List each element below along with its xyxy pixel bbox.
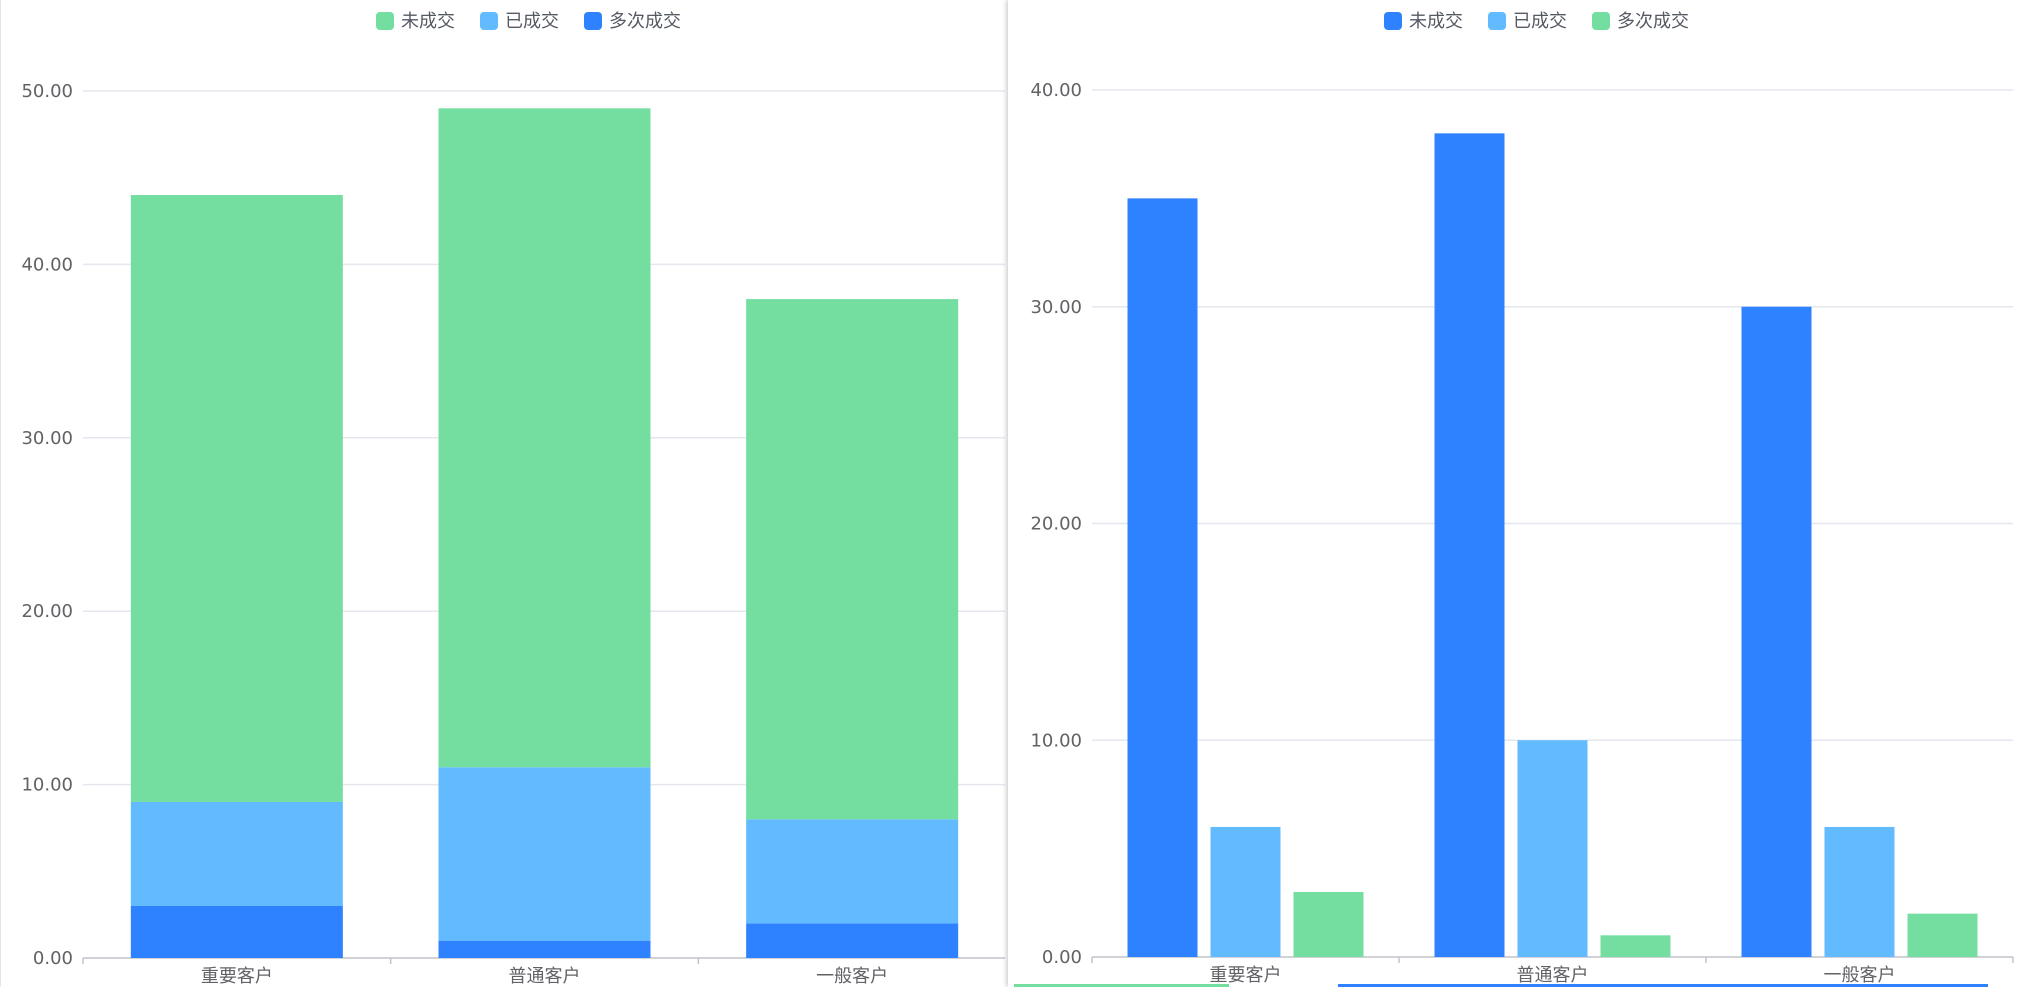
bar[interactable] [1127,198,1198,957]
x-tick-label: 普通客户 [1517,965,1589,986]
legend-swatch[interactable] [1384,12,1402,30]
bar-segment[interactable] [438,767,651,941]
bar[interactable] [1907,913,1978,957]
y-tick-label: 0.00 [1042,947,1082,968]
y-tick-label: 10.00 [21,775,73,796]
legend-label[interactable]: 已成交 [505,11,559,32]
legend-swatch[interactable] [1592,12,1610,30]
y-tick-label: 30.00 [1030,297,1082,318]
x-tick-label: 重要客户 [1210,965,1282,986]
x-tick-label: 重要客户 [201,966,273,987]
x-tick-label: 一般客户 [1824,965,1896,986]
bar[interactable] [1210,826,1281,957]
bar-segment[interactable] [746,299,959,820]
bar[interactable] [1824,826,1895,957]
bar-segment[interactable] [438,940,651,958]
bar[interactable] [1293,891,1364,957]
legend-label[interactable]: 未成交 [401,11,455,32]
y-tick-label: 20.00 [1030,514,1082,535]
bar-segment[interactable] [130,801,343,906]
bar[interactable] [1600,935,1671,957]
stacked-bar-chart-panel: 未成交 已成交 多次成交 0.00 10.00 20.00 30.00 40.00 50.00 重… [0,0,1005,987]
x-tick-label: 普通客户 [509,966,581,987]
y-tick-label: 40.00 [1030,80,1082,101]
y-tick-label: 50.00 [21,81,73,102]
legend-label[interactable]: 未成交 [1409,11,1463,32]
stacked-bar-chart: 未成交 已成交 多次成交 0.00 10.00 20.00 30.00 40.00 50.00 重… [21,11,1005,987]
y-tick-label: 10.00 [1030,730,1082,751]
bar[interactable] [1434,133,1505,958]
legend-label[interactable]: 已成交 [1513,11,1567,32]
legend-swatch[interactable] [584,12,602,30]
bar[interactable] [1741,306,1812,957]
y-tick-label: 20.00 [21,601,73,622]
bar-segment[interactable] [746,923,959,958]
legend-swatch[interactable] [376,12,394,30]
legend-label[interactable]: 多次成交 [609,11,681,32]
bar[interactable] [1517,740,1588,957]
grouped-bar-chart-panel: 未成交 已成交 多次成交 0.00 10.00 20.00 30.00 40.00 重要客户 普通… [1008,0,2027,987]
bar-segment[interactable] [130,905,343,958]
bottom-accent-blue [1338,984,1988,987]
legend-swatch[interactable] [480,12,498,30]
bar-segment[interactable] [746,819,959,924]
y-tick-label: 30.00 [21,428,73,449]
bottom-accent-green [1014,984,1229,987]
bar-segment[interactable] [438,108,651,768]
bar-segment[interactable] [130,195,343,802]
x-tick-label: 一般客户 [816,966,888,987]
legend-label[interactable]: 多次成交 [1617,11,1689,32]
grouped-bar-chart: 未成交 已成交 多次成交 0.00 10.00 20.00 30.00 40.00 重要客户 普通… [1030,11,2014,986]
y-tick-label: 40.00 [21,254,73,275]
legend-swatch[interactable] [1488,12,1506,30]
y-tick-label: 0.00 [33,948,73,969]
